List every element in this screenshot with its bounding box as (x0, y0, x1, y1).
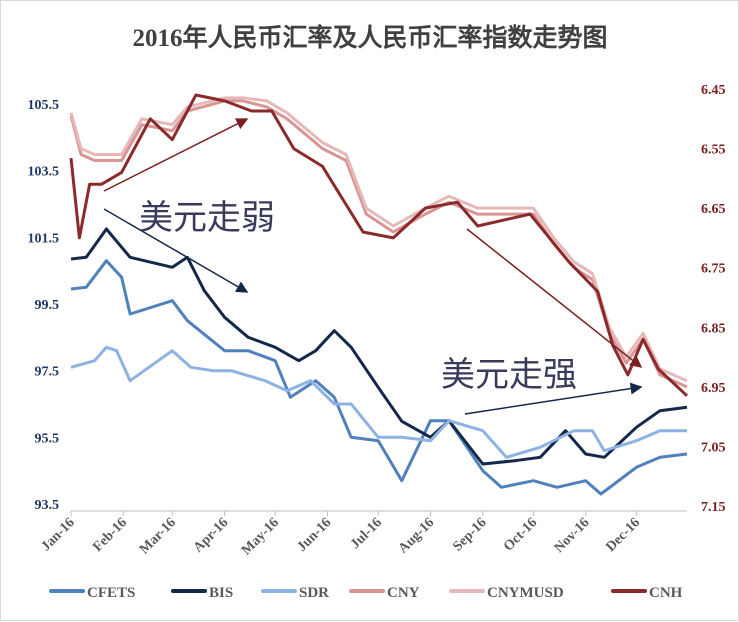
legend-label: CNY (387, 585, 420, 601)
legend-item-cnh: CNH (611, 585, 683, 601)
series-line-sdr (70, 345, 687, 459)
chart-title: 2016年人民币汇率及人民币汇率指数走势图 (132, 23, 607, 52)
legend-label: SDR (299, 585, 329, 601)
right-tick-label: 6.65 (701, 202, 726, 217)
legend-item-cny: CNY (349, 585, 420, 601)
left-tick-label: 105.5 (28, 98, 60, 113)
annotation-usd-strong: 美元走强 (441, 355, 577, 395)
series-line-cfets (70, 259, 688, 496)
legend-item-sdr: SDR (261, 585, 329, 601)
x-tick-label: Aug-16 (396, 515, 437, 556)
x-tick-label: Jan-16 (39, 515, 78, 554)
arrow-usd-strong-cny (466, 228, 643, 368)
right-tick-label: 6.75 (701, 262, 726, 277)
right-tick-label: 7.15 (701, 500, 726, 515)
right-tick-label: 6.45 (701, 83, 726, 98)
x-tick-label: Sep-16 (450, 515, 489, 554)
left-tick-label: 99.5 (35, 298, 60, 313)
legend-label: BIS (209, 585, 233, 601)
x-tick-label: Jun-16 (295, 515, 335, 555)
right-tick-label: 6.55 (701, 143, 726, 158)
left-tick-label: 93.5 (35, 498, 60, 513)
series-line-cnymusd (69, 96, 688, 383)
annotation-arrows (103, 118, 643, 415)
legend-label: CNH (649, 585, 683, 601)
series-line-cnh (69, 93, 689, 397)
arrow-usd-weak-index (103, 208, 249, 293)
left-tick-label: 101.5 (28, 231, 60, 246)
x-tick-label: Nov-16 (552, 515, 593, 556)
left-tick-label: 103.5 (28, 165, 60, 180)
x-tick-label: Jul-16 (348, 515, 385, 552)
right-tick-label: 7.05 (701, 440, 726, 455)
x-tick-label: Feb-16 (90, 515, 130, 555)
x-tick-label: Mar-16 (137, 515, 179, 557)
legend-label: CFETS (87, 585, 135, 601)
left-tick-label: 97.5 (35, 365, 60, 380)
arrow-usd-strong-index (464, 382, 643, 415)
left-tick-label: 95.5 (35, 431, 60, 446)
x-tick-label: Dec-16 (603, 515, 643, 555)
legend-item-cnymusd: CNYMUSD (449, 585, 564, 601)
arrow-usd-weak-cny (103, 118, 249, 192)
right-tick-label: 6.85 (701, 321, 726, 336)
x-tick-label: Oct-16 (501, 515, 540, 554)
series-line-bis (70, 227, 688, 466)
x-tick-label: May-16 (239, 515, 282, 558)
annotation-usd-weak: 美元走弱 (139, 198, 275, 238)
legend-label: CNYMUSD (487, 585, 564, 601)
x-tick-label: Apr-16 (191, 515, 231, 555)
legend-item-cfets: CFETS (49, 585, 135, 601)
right-tick-label: 6.95 (701, 381, 726, 396)
legend-item-bis: BIS (171, 585, 233, 601)
